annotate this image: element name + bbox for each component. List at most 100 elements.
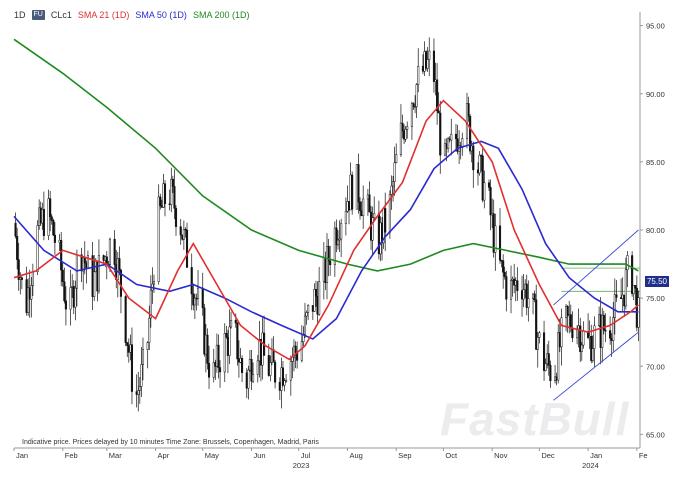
symbol-label[interactable]: CLc1 bbox=[50, 10, 72, 20]
timeframe-label[interactable]: 1D bbox=[14, 10, 26, 20]
candle-body bbox=[305, 312, 308, 317]
candle-body bbox=[148, 317, 151, 343]
candle-body bbox=[157, 196, 160, 282]
candle-body bbox=[632, 285, 635, 294]
channel-lower-line bbox=[553, 331, 639, 401]
candle-body bbox=[203, 307, 206, 355]
candle-body bbox=[83, 257, 86, 264]
candle-body bbox=[351, 174, 354, 210]
candle-body bbox=[124, 296, 127, 343]
candle-body bbox=[543, 332, 546, 371]
candle-body bbox=[509, 280, 513, 300]
candle-body bbox=[390, 185, 393, 195]
candle-body bbox=[269, 362, 272, 376]
candle-body bbox=[404, 129, 407, 140]
legend-sma200[interactable]: SMA 200 (1D) bbox=[192, 10, 250, 20]
candle-body bbox=[20, 277, 23, 280]
candle-body bbox=[63, 281, 66, 302]
candle-body bbox=[535, 299, 538, 350]
candle-body bbox=[426, 59, 429, 69]
x-tick-label: Feb bbox=[65, 451, 78, 460]
year-label: 2024 bbox=[582, 461, 599, 470]
candle-body bbox=[505, 276, 508, 300]
candle-body bbox=[335, 227, 338, 246]
candle-body bbox=[236, 322, 239, 360]
candle-body bbox=[538, 332, 541, 338]
candle-body bbox=[294, 345, 297, 354]
candle-body bbox=[544, 363, 547, 371]
candle-body bbox=[138, 386, 141, 391]
candle-body bbox=[42, 209, 45, 236]
candle-body bbox=[212, 362, 215, 378]
candle-body bbox=[190, 267, 193, 295]
candle-body bbox=[609, 330, 612, 339]
delay-note: Indicative price. Prices delayed by 10 m… bbox=[22, 439, 319, 446]
candle-body bbox=[36, 225, 39, 273]
x-tick-label: Jun bbox=[254, 451, 266, 460]
candle-body bbox=[503, 272, 506, 277]
x-tick-label: Apr bbox=[158, 451, 170, 460]
candle-body bbox=[362, 198, 365, 216]
candle-body bbox=[47, 198, 50, 236]
legend-sma21[interactable]: SMA 21 (1D) bbox=[77, 10, 130, 20]
candle-body bbox=[149, 289, 152, 319]
candle-body bbox=[439, 112, 442, 156]
candle-body bbox=[241, 358, 244, 373]
candle-body bbox=[593, 325, 596, 349]
candle-body bbox=[399, 122, 402, 155]
candle-body bbox=[27, 287, 30, 313]
candle-body bbox=[140, 364, 143, 387]
candle-body bbox=[228, 326, 231, 356]
candle-body bbox=[30, 285, 33, 300]
x-tick-label: Jul bbox=[301, 451, 311, 460]
candle-body bbox=[392, 181, 395, 187]
candle-body bbox=[395, 154, 398, 163]
candle-body bbox=[613, 294, 616, 318]
candle-body bbox=[494, 225, 497, 253]
candle-body bbox=[417, 66, 420, 85]
x-tick-label: May bbox=[205, 451, 219, 460]
candle-body bbox=[285, 379, 288, 382]
candle-body bbox=[179, 226, 182, 236]
candle-body bbox=[250, 358, 253, 382]
candle-body bbox=[303, 315, 307, 335]
candle-body bbox=[108, 238, 111, 265]
candle-body bbox=[489, 187, 492, 216]
candle-body bbox=[207, 363, 211, 378]
candle-body bbox=[252, 374, 255, 382]
candle-body bbox=[256, 360, 259, 375]
candle-body bbox=[547, 353, 550, 366]
x-tick-label: Jan bbox=[590, 451, 602, 460]
last-price-tag: 75.50 bbox=[645, 276, 669, 287]
x-tick-label: Mar bbox=[109, 451, 122, 460]
candle-body bbox=[373, 213, 376, 219]
candle-body bbox=[447, 138, 450, 149]
candle-body bbox=[527, 298, 530, 308]
chart-legend: 1D FU CLc1 SMA 21 (1D) SMA 50 (1D) SMA 2… bbox=[14, 10, 249, 20]
candle-body bbox=[516, 280, 519, 291]
candle-body bbox=[412, 103, 415, 108]
legend-sma50[interactable]: SMA 50 (1D) bbox=[135, 10, 187, 20]
candle-body bbox=[234, 319, 237, 324]
candle-body bbox=[313, 289, 316, 312]
candle-body bbox=[230, 319, 233, 328]
candle-body bbox=[557, 332, 560, 381]
candle-body bbox=[591, 348, 594, 361]
candle-body bbox=[327, 246, 330, 262]
candle-body bbox=[206, 334, 209, 364]
y-tick-label: 70.00 bbox=[646, 362, 665, 371]
year-label: 2023 bbox=[293, 461, 310, 470]
candle-body bbox=[566, 306, 569, 317]
candle-body bbox=[340, 223, 343, 240]
candle-body bbox=[410, 103, 413, 127]
watermark-logo: FastBull bbox=[440, 393, 630, 445]
candle-body bbox=[307, 305, 310, 313]
candle-body bbox=[601, 314, 604, 348]
candle-body bbox=[414, 106, 417, 108]
candle-body bbox=[498, 225, 502, 261]
candle-body bbox=[184, 228, 187, 231]
candle-body bbox=[281, 367, 285, 386]
candle-body bbox=[533, 293, 536, 301]
candle-body bbox=[604, 329, 607, 332]
y-tick-label: 90.00 bbox=[646, 90, 665, 99]
